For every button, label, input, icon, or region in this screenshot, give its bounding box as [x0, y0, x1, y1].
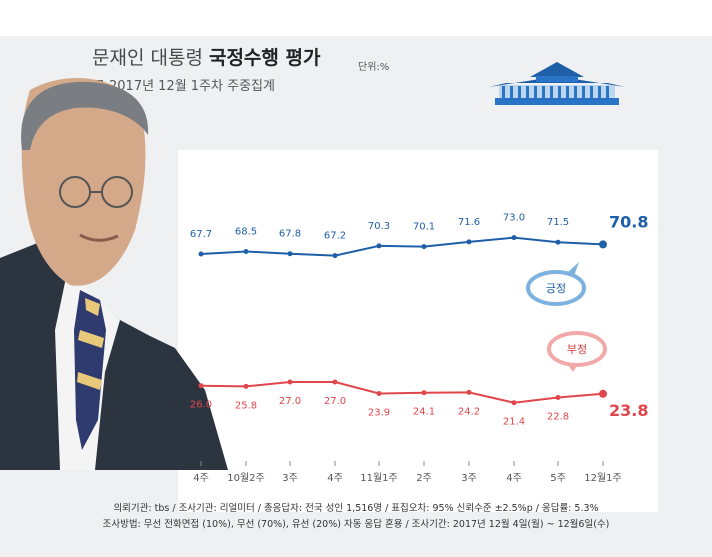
negative-value-label: 26.0 [190, 400, 212, 411]
positive-value-label: 73.0 [503, 213, 525, 224]
negative-value-label: 21.4 [503, 417, 525, 428]
footer-line-1: 의뢰기관: tbs / 조사기관: 리얼미터 / 총응답자: 전국 성인 1,5… [113, 503, 599, 514]
positive-value-label: 68.5 [235, 227, 257, 238]
footer-line-2: 조사방법: 무선 전화면접 (10%), 무선 (70%), 유선 (20%) … [102, 519, 610, 530]
positive-point [376, 243, 382, 249]
negative-point [376, 391, 382, 396]
positive-point [511, 235, 517, 241]
negative-value-label: 24.1 [413, 407, 435, 418]
positive-value-label: 67.2 [324, 231, 346, 242]
plot-panel [178, 150, 658, 512]
chart-title: 문재인 대통령 국정수행 평가 [92, 43, 320, 70]
positive-point [599, 240, 607, 249]
negative-value-label: 24.2 [458, 406, 480, 417]
positive-point [332, 253, 338, 259]
x-tick-label: 10월2주 [227, 472, 265, 484]
negative-point [599, 389, 607, 398]
subtitle-text: 2017년 12월 1주차 주중집계 [109, 79, 275, 94]
series-layer [198, 235, 607, 406]
positive-point [466, 239, 472, 245]
negative-point [287, 379, 293, 385]
x-tick-label: 4주 [327, 473, 343, 484]
positive-value-label: 71.5 [547, 217, 569, 228]
negative-point [511, 400, 517, 406]
x-tick-label: 3주 [461, 473, 477, 484]
legend-negative-label: 부정 [567, 343, 587, 356]
negative-value-label: 27.0 [324, 396, 346, 407]
title-bold: 국정수행 평가 [208, 47, 321, 69]
negative-point [555, 395, 561, 400]
positive-value-label: 70.1 [413, 222, 435, 233]
positive-series-line [200, 236, 604, 257]
x-tick-label: 4주 [506, 473, 522, 484]
unit-label: 단위:% [358, 62, 390, 73]
portrait [0, 78, 228, 470]
negative-value-label: 22.8 [547, 412, 569, 423]
negative-point [243, 383, 249, 389]
blue-house-logo-icon [489, 62, 625, 105]
positive-point [243, 249, 249, 254]
top-band [0, 0, 712, 36]
x-tick-label: 11월1주 [360, 472, 398, 484]
x-tick-label: 5주 [550, 473, 566, 484]
positive-value-label: 67.8 [279, 229, 301, 240]
negative-point [466, 389, 472, 395]
positive-point [198, 251, 204, 257]
x-tick-label: 2주 [416, 473, 432, 484]
title-prefix: 문재인 대통령 [92, 47, 203, 69]
x-tick-label: 3주 [282, 473, 298, 484]
positive-value-label: 70.3 [368, 221, 390, 232]
data-labels: 67.7 68.5 67.8 67.2 70.3 70.1 71.6 73.0 71.5 70.8… [190, 212, 649, 427]
positive-value-label: 70.8 [609, 212, 648, 231]
negative-value-label: 27.0 [279, 396, 301, 407]
legend-positive: 긍정 [526, 262, 586, 306]
x-tick-label: 4주 [193, 473, 209, 484]
legend-negative: 부정 [547, 331, 607, 372]
positive-value-label: 67.7 [190, 229, 212, 240]
positive-point [421, 244, 427, 250]
positive-point [555, 239, 561, 245]
x-tick-label: 12월1주 [584, 472, 622, 484]
negative-value-label: 23.9 [368, 408, 390, 419]
positive-point [287, 251, 293, 257]
negative-series-line [200, 381, 604, 404]
negative-point [421, 390, 427, 396]
x-axis-ticks: 4주 10월2주 3주 4주 11월1주 2주 3주 4주 5주 12월1주 [193, 461, 622, 484]
negative-point [332, 379, 338, 385]
negative-value-label: 25.8 [235, 400, 257, 411]
negative-point [198, 383, 204, 389]
negative-value-label: 23.8 [609, 401, 648, 420]
positive-value-label: 71.6 [458, 217, 480, 228]
legend-positive-label: 긍정 [546, 282, 566, 295]
